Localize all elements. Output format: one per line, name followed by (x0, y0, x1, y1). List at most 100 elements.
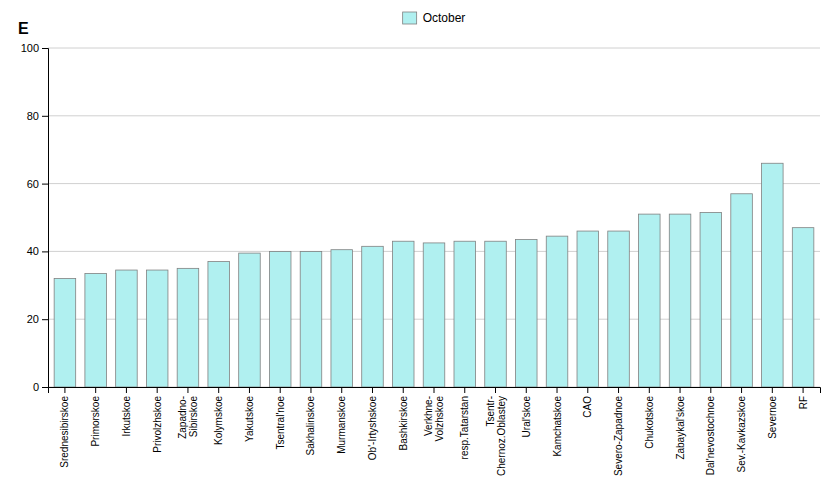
y-tick-mark (42, 319, 48, 320)
bar (731, 194, 753, 387)
x-tick-label-line: RF (798, 396, 809, 409)
x-tick-label-line: Zapadno- (177, 396, 188, 439)
x-tick-mark (280, 387, 281, 393)
x-tick: CAO (582, 387, 593, 418)
x-tick-mark (618, 387, 619, 393)
x-axis: Srednesibirskoe Primorskoe Irkutskoe Privol… (49, 387, 821, 476)
grid-line (48, 48, 820, 49)
x-tick-label: Dal'nevostochnoe (705, 396, 716, 476)
x-tick-label-line: Yakutskoe (244, 396, 255, 442)
bar (177, 268, 199, 387)
x-tick-label: RF (798, 396, 809, 409)
y-axis: 0 20 40 60 80 100 (21, 42, 49, 393)
grid (48, 48, 820, 387)
chart-container: 0 20 40 60 80 100 Srednesibirskoe Primorskoe Irk… (0, 0, 835, 499)
legend: October (403, 11, 466, 25)
x-tick-mark (741, 387, 742, 393)
bar (639, 214, 661, 387)
bars (54, 163, 814, 387)
x-tick-label-line: Irkutskoe (121, 396, 132, 437)
x-tick-mark (403, 387, 404, 393)
x-tick-mark (187, 387, 188, 393)
x-tick: Srednesibirskoe (59, 387, 70, 468)
bar (546, 236, 568, 387)
y-tick-label: 100 (21, 42, 39, 54)
x-tick-label-line: Kamchatskoe (552, 396, 563, 457)
x-tick-mark (557, 387, 558, 393)
x-tick-label-line: Tsentr- (485, 396, 496, 427)
x-tick-label-line: Privolzhskoe (152, 396, 163, 453)
x-tick-mark (64, 387, 65, 393)
bar (392, 241, 414, 387)
x-tick-label-line: Srednesibirskoe (59, 396, 70, 468)
bar (300, 251, 322, 387)
y-tick: 0 (33, 381, 48, 393)
x-tick-mark (526, 387, 527, 393)
bar (577, 231, 599, 387)
x-tick-label-line: Tsentral'noe (275, 396, 286, 450)
y-axis-title: E (18, 20, 29, 37)
x-tick-label-line: Sibirskoe (188, 396, 199, 438)
x-tick-mark (218, 387, 219, 393)
x-tick-label-line: Bashkirskoe (398, 396, 409, 451)
x-tick: Sakhalinskoe (305, 387, 316, 455)
x-tick: Zapadno-Sibirskoe (177, 387, 199, 439)
x-tick-label: Primorskoe (90, 396, 101, 447)
y-tick: 20 (27, 313, 48, 325)
x-tick-label: Tsentr-Chernoz.Oblastey (485, 396, 507, 476)
x-tick-label-line: Ural'skoe (521, 396, 532, 438)
x-tick-label-line: Dal'nevostochnoe (705, 396, 716, 476)
x-tick-mark (772, 387, 773, 393)
x-tick-label: Murmanskoe (336, 396, 347, 454)
x-tick-mark (126, 387, 127, 393)
x-tick-label: Privolzhskoe (152, 396, 163, 453)
x-tick: Verkhne-Volzhskoe (423, 387, 445, 442)
bar (700, 212, 722, 387)
x-tick-label: Srednesibirskoe (59, 396, 70, 468)
bar (146, 270, 168, 387)
x-tick-label: Zapadno-Sibirskoe (177, 396, 199, 439)
x-tick: Ural'skoe (521, 387, 532, 437)
bar (208, 262, 230, 387)
y-axis-line (42, 49, 49, 388)
grid-line (48, 183, 820, 184)
y-tick: 40 (27, 245, 48, 257)
bar (792, 228, 814, 387)
x-tick-label: Tsentral'noe (275, 396, 286, 450)
x-tick-mark (710, 387, 711, 393)
x-tick-mark (803, 387, 804, 393)
x-tick-label-line: Sev.-Kavkazskoe (736, 396, 747, 473)
x-tick-label: Irkutskoe (121, 396, 132, 437)
x-tick-label-line: resp.Tatarstan (459, 396, 470, 459)
x-tick: Kolymskoe (213, 387, 224, 445)
bar (269, 251, 291, 387)
x-tick-mark (464, 387, 465, 393)
y-tick-mark (42, 48, 48, 49)
x-tick-label: Kolymskoe (213, 396, 224, 445)
x-tick-label-line: Ob'-Irtyshskoe (367, 396, 378, 461)
x-tick-label: Bashkirskoe (398, 396, 409, 451)
bar (669, 214, 691, 387)
y-tick: 100 (21, 42, 48, 54)
x-tick-label-line: Verkhne- (423, 396, 434, 436)
x-tick-mark (434, 387, 435, 393)
x-tick-label-line: Severo-Zapadnoe (613, 396, 624, 476)
x-tick: Privolzhskoe (152, 387, 163, 453)
x-tick-label: Yakutskoe (244, 396, 255, 442)
bar (608, 231, 630, 387)
x-tick-label-line: Severnoe (767, 396, 778, 439)
x-tick-mark (249, 387, 250, 393)
x-tick: Severo-Zapadnoe (613, 387, 624, 476)
y-tick: 80 (27, 110, 48, 122)
x-tick: Kamchatskoe (552, 387, 563, 457)
x-tick-label: Severo-Zapadnoe (613, 396, 624, 476)
y-tick-label: 60 (27, 178, 39, 190)
x-tick-label: Chukotskoe (644, 396, 655, 449)
bar (362, 246, 384, 387)
x-tick-label: Ob'-Irtyshskoe (367, 396, 378, 461)
x-tick-mark (372, 387, 373, 393)
x-tick: Tsentr-Chernoz.Oblastey (485, 387, 507, 476)
x-tick-mark (495, 387, 496, 393)
x-tick-label: Sev.-Kavkazskoe (736, 396, 747, 473)
x-tick-label: Ural'skoe (521, 396, 532, 438)
